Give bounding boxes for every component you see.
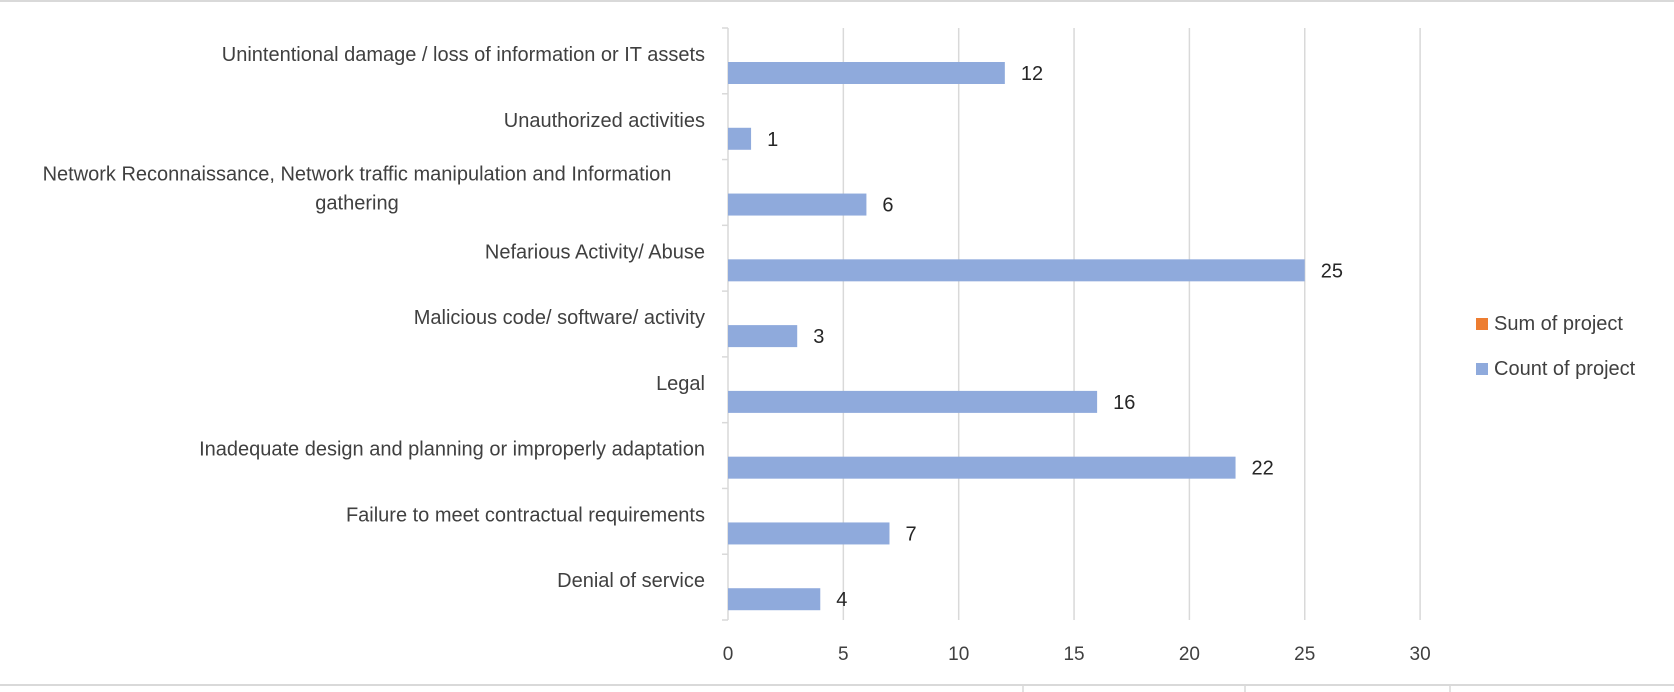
bar [728,259,1305,282]
data-label: 25 [1321,260,1343,282]
x-tick-label: 0 [723,644,734,665]
data-label: 22 [1252,458,1274,480]
category-label: Failure to meet contractual requirements [346,504,705,526]
bar [728,522,890,545]
bar [728,588,821,611]
data-label: 7 [905,523,916,545]
x-tick-label: 10 [948,644,969,665]
category-label: Network Reconnaissance, Network traffic … [43,164,672,215]
data-label: 16 [1113,392,1135,414]
x-tick-label: 5 [838,644,849,665]
legend-label: Count of project [1494,358,1636,380]
x-tick-label: 20 [1179,644,1200,665]
legend-swatch [1476,318,1488,330]
x-tick-label: 25 [1294,644,1315,665]
bar [728,62,1005,84]
category-axis [722,27,729,621]
category-label: Unauthorized activities [504,110,705,132]
category-label-line: gathering [315,193,398,215]
category-label: Unintentional damage / loss of informati… [222,44,705,66]
bar [728,127,752,150]
gridlines [842,28,1421,620]
bar [728,390,1098,413]
data-label: 12 [1021,63,1043,85]
legend-swatch [1476,363,1488,375]
x-tick-labels: 0 5 10 15 20 25 30 [723,644,1431,665]
bar [728,325,798,348]
bars [728,62,1305,611]
legend: Sum of project Count of project [1476,313,1636,380]
x-tick-label: 30 [1410,644,1431,665]
category-labels: Unintentional damage / loss of informati… [43,44,705,592]
category-label-line: Network Reconnaissance, Network traffic … [43,164,672,186]
category-label: Legal [656,373,705,395]
bar [728,456,1236,479]
category-label: Malicious code/ software/ activity [414,307,705,329]
data-label: 3 [813,326,824,348]
x-tick-label: 15 [1063,644,1084,665]
category-label: Inadequate design and planning or improp… [199,439,705,461]
bar [728,193,867,216]
legend-label: Sum of project [1494,313,1623,335]
data-label: 1 [767,129,778,151]
data-label: 6 [882,195,893,217]
category-label: Denial of service [557,570,705,592]
data-label: 4 [836,589,847,611]
category-label: Nefarious Activity/ Abuse [485,241,705,263]
